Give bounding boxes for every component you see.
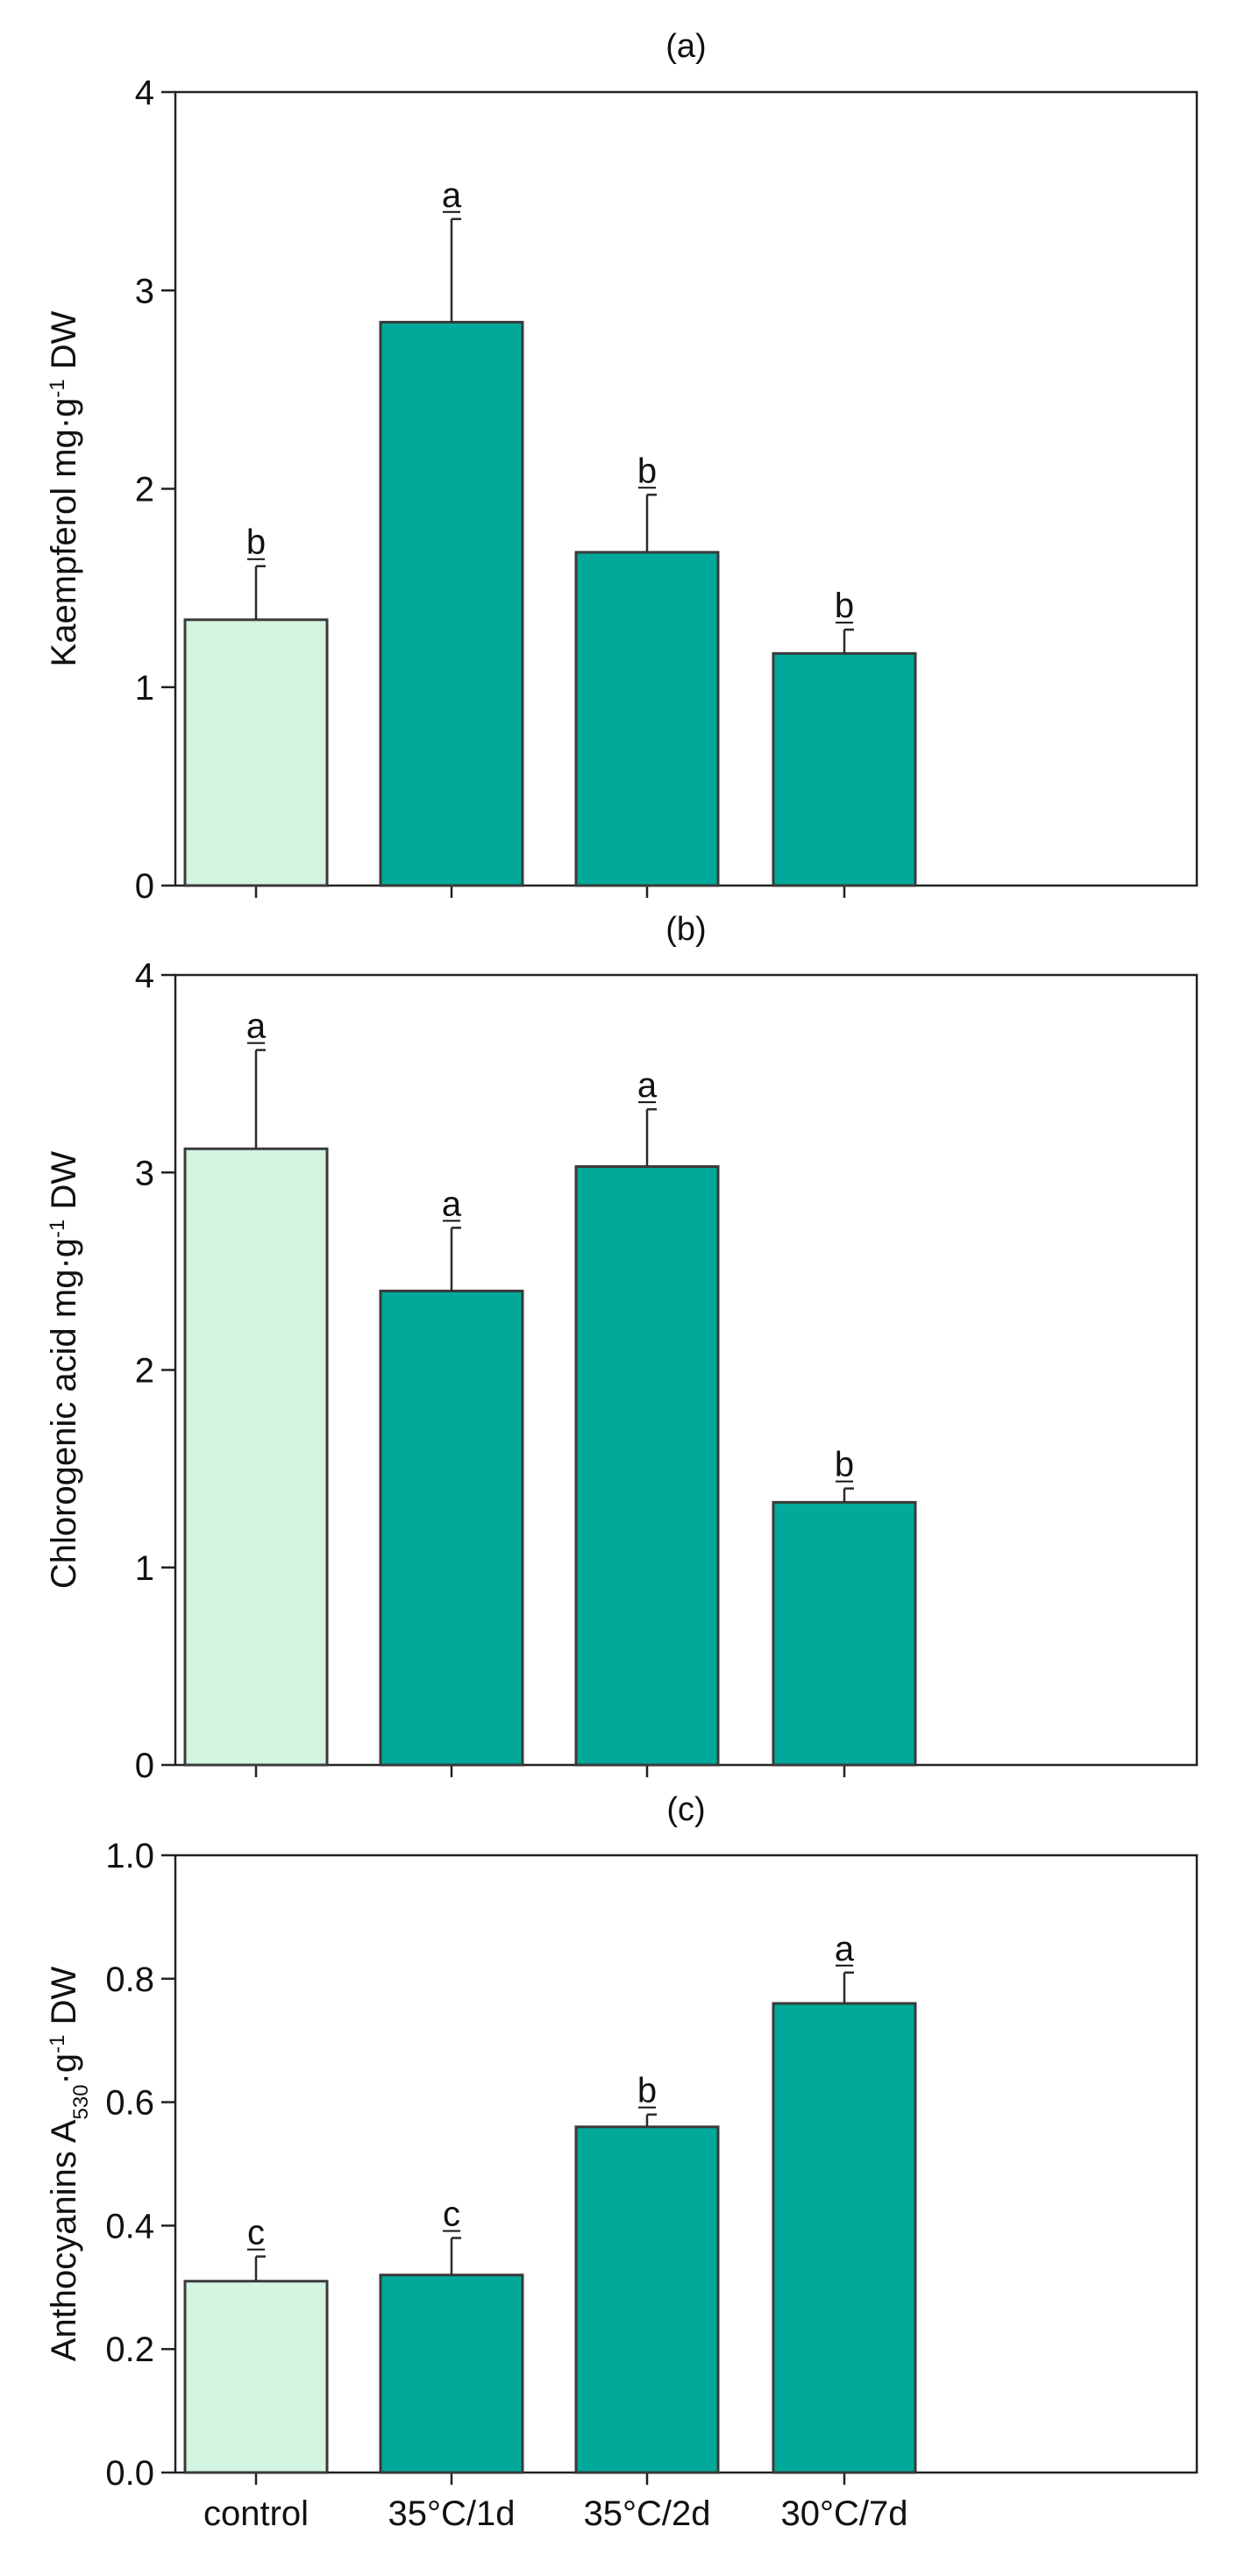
significance-label: a [835,1930,855,1968]
y-tick-label: 4 [135,74,154,112]
bar-2 [379,320,524,887]
y-tick-label: 0.6 [105,2084,154,2123]
bar-3 [574,1164,720,1767]
significance-label: b [637,452,657,490]
y-tick-label: 1 [135,1549,154,1588]
significance-label: a [442,1185,462,1223]
significance-label: b [835,1446,854,1484]
y-tick-label: 0 [135,867,154,906]
y-tick-label: 1.0 [105,1837,154,1875]
bar-4 [772,1500,917,1767]
y-axis-label: Anthocyanins A530·g-1 DW [45,1967,93,2362]
bar-3 [574,2125,720,2474]
significance-label: b [835,587,854,625]
significance-label: b [246,523,266,562]
bar-2 [379,1289,524,1767]
bar-4 [772,2002,917,2474]
x-category-label: 35°C/1d [388,2494,516,2533]
x-category-label: control [203,2494,309,2533]
y-tick-label: 0 [135,1747,154,1785]
panel-b: (b) 0 1 2 3 4 Chlorogenic acid mg·g-1 DW a a a b [45,911,1199,1785]
panel-title: (b) [665,911,706,948]
x-category-label: 35°C/2d [584,2494,711,2533]
bar-3 [574,551,720,887]
y-tick-label: 0.4 [105,2207,154,2245]
y-tick-label: 3 [135,1154,154,1192]
significance-label: b [637,2072,657,2110]
panel-a: (a) 0 1 2 3 4 Kaempferol mg·g-1 DW b a b b [45,28,1199,906]
y-tick-label: 3 [135,272,154,310]
panel-title: (a) [665,28,706,65]
bar-1 [183,2280,329,2474]
significance-label: c [247,2214,265,2252]
significance-label: a [637,1066,658,1105]
x-category-labels: control 35°C/1d 35°C/2d 30°C/7d [203,2494,908,2533]
y-axis-label: Kaempferol mg·g-1 DW [45,310,83,666]
y-tick-label: 4 [135,957,154,995]
significance-label: a [442,176,462,215]
bar-4 [772,651,917,887]
y-tick-label: 0.8 [105,1960,154,1999]
panel-c: (c) 0.0 0.2 0.4 0.6 0.8 1.0 Anthocyanins A530·g… [45,1791,1199,2493]
y-axis-label: Chlorogenic acid mg·g-1 DW [45,1151,83,1590]
y-tick-label: 2 [135,1352,154,1391]
y-tick-label: 0.2 [105,2330,154,2369]
bar-2 [379,2274,524,2474]
y-tick-label: 1 [135,669,154,708]
bar-1 [183,618,329,887]
y-tick-label: 0.0 [105,2454,154,2493]
panel-title: (c) [666,1791,705,1828]
significance-label: c [443,2195,460,2233]
bar-1 [183,1147,329,1767]
x-category-label: 30°C/7d [781,2494,908,2533]
significance-label: a [246,1007,267,1046]
y-tick-label: 2 [135,471,154,509]
